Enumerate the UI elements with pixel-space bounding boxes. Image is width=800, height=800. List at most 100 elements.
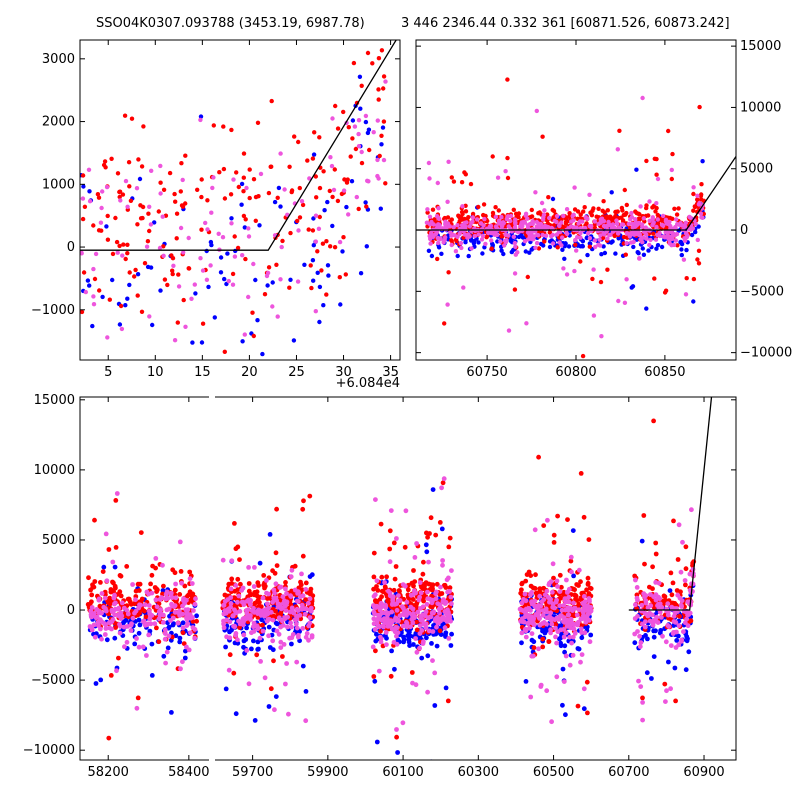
data-point-red: [120, 192, 126, 197]
data-point-red: [424, 530, 429, 536]
data-point-pink: [230, 282, 236, 287]
data-point-red: [551, 208, 557, 214]
data-point-red: [108, 589, 114, 595]
data-point-blue: [700, 159, 705, 164]
y-tick-label: −10000: [740, 346, 792, 361]
data-point-pink: [476, 232, 481, 237]
data-point-pink: [538, 682, 544, 688]
data-point-red: [261, 573, 267, 578]
data-point-red: [519, 581, 525, 587]
data-point-pink: [557, 603, 563, 609]
data-point-red: [150, 563, 156, 569]
data-point-blue: [206, 284, 211, 290]
data-point-blue: [198, 114, 204, 119]
data-point-pink: [432, 670, 438, 676]
data-point-pink: [689, 507, 694, 513]
data-point-red: [292, 563, 298, 569]
data-point-pink: [294, 598, 300, 604]
data-point-red: [536, 454, 541, 460]
data-point-pink: [198, 117, 203, 123]
data-point-pink: [637, 256, 642, 261]
data-point-pink: [283, 586, 288, 592]
data-point-red: [691, 191, 696, 197]
data-point-pink: [506, 328, 512, 333]
data-point-pink: [184, 644, 189, 650]
data-point-pink: [328, 155, 333, 160]
data-point-red: [98, 580, 103, 585]
data-point-pink: [371, 609, 377, 615]
data-point-pink: [413, 636, 418, 641]
data-point-red: [174, 236, 179, 241]
data-point-pink: [270, 599, 275, 605]
data-point-pink: [266, 633, 271, 639]
data-point-red: [652, 276, 657, 281]
data-point-pink: [221, 603, 226, 608]
data-point-pink: [415, 609, 421, 615]
data-point-pink: [554, 640, 559, 646]
data-point-pink: [511, 234, 516, 239]
data-point-pink: [458, 240, 464, 246]
data-point-pink: [185, 607, 191, 612]
data-point-blue: [562, 649, 567, 655]
data-point-pink: [499, 214, 504, 220]
data-point-red: [113, 498, 119, 503]
data-point-blue: [601, 244, 606, 249]
data-point-pink: [549, 719, 554, 725]
data-point-pink: [394, 601, 400, 607]
data-point-red: [300, 506, 306, 512]
data-point-red: [691, 276, 697, 282]
data-point-red: [181, 641, 187, 646]
data-point-red: [425, 534, 430, 540]
data-point-red: [642, 561, 647, 567]
data-point-pink: [549, 234, 554, 239]
data-point-pink: [568, 554, 574, 560]
data-point-pink: [533, 190, 538, 195]
data-point-red: [621, 234, 627, 240]
data-point-pink: [153, 597, 159, 603]
x-tick-label: 60850: [644, 365, 685, 380]
data-point-pink: [134, 705, 140, 711]
data-point-blue: [659, 244, 665, 250]
data-point-red: [662, 681, 668, 687]
data-point-pink: [286, 711, 291, 717]
data-point-pink: [306, 600, 311, 606]
data-point-red: [337, 275, 342, 280]
data-point-red: [105, 213, 110, 219]
data-point-red: [512, 287, 518, 292]
data-point-pink: [549, 589, 555, 595]
data-point-pink: [400, 623, 406, 629]
data-point-blue: [152, 220, 157, 225]
data-point-pink: [424, 601, 430, 607]
data-point-pink: [284, 661, 289, 666]
data-point-red: [280, 654, 285, 659]
data-point-pink: [580, 219, 585, 224]
data-point-red: [675, 557, 681, 562]
data-point-pink: [440, 562, 445, 568]
data-point-red: [117, 189, 123, 194]
data-point-blue: [645, 636, 650, 642]
data-point-pink: [548, 610, 554, 616]
data-point-red: [584, 587, 589, 593]
data-point-red: [125, 251, 130, 256]
data-point-blue: [448, 643, 454, 648]
data-point-red: [652, 156, 657, 161]
data-point-pink: [449, 601, 454, 607]
data-point-blue: [520, 235, 526, 240]
data-point-pink: [117, 630, 123, 636]
data-point-red: [333, 103, 338, 109]
data-point-blue: [678, 240, 683, 245]
data-point-pink: [670, 236, 675, 241]
data-point-red: [237, 625, 242, 630]
data-point-pink: [425, 589, 430, 595]
data-point-pink: [436, 215, 441, 221]
data-point-pink: [545, 517, 550, 523]
data-point-pink: [597, 237, 602, 242]
data-point-blue: [311, 243, 316, 248]
data-point-red: [123, 256, 128, 262]
data-point-pink: [567, 634, 572, 640]
data-point-pink: [578, 659, 583, 665]
data-point-red: [135, 581, 141, 587]
data-point-red: [623, 252, 628, 257]
data-point-blue: [424, 635, 429, 641]
data-point-red: [632, 573, 638, 579]
